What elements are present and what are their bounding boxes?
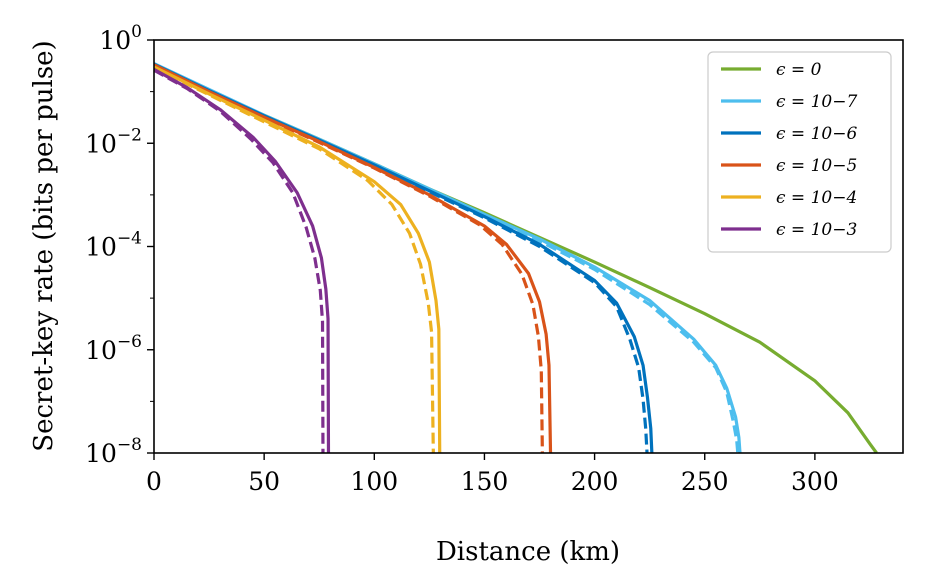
legend-label-eps-1e-7: ϵ = 10−7: [776, 92, 857, 112]
series-eps-1e-6-dashed-line: [154, 63, 649, 453]
series-eps-1e-5-solid-line: [154, 63, 553, 453]
y-axis-label: Secret-key rate (bits per pulse): [29, 40, 59, 451]
series-eps-1e-3-solid-line: [154, 67, 331, 453]
legend-label-eps-1e-5: ϵ = 10−5: [776, 156, 857, 176]
y-tick-label: 100: [99, 22, 142, 55]
legend-label-eps-1e-6: ϵ = 10−6: [776, 124, 857, 144]
y-tick-exponent: −6: [117, 332, 142, 352]
x-tick-label: 50: [248, 467, 280, 496]
y-tick-label: 10−6: [85, 332, 142, 365]
y-tick-base: 10: [85, 439, 117, 468]
series-eps-1e-7-dashed-line: [154, 62, 740, 453]
x-tick-label: 150: [461, 467, 509, 496]
y-tick-base: 10: [85, 233, 117, 262]
legend-label-eps-1e-3: ϵ = 10−3: [776, 220, 857, 240]
y-tick-exponent: −4: [117, 229, 142, 249]
x-tick-label: 0: [146, 467, 162, 496]
y-tick-exponent: −2: [117, 125, 142, 145]
legend: ϵ = 0 ϵ = 10−7 ϵ = 10−6 ϵ = 10−5 ϵ = 10−4 ϵ =…: [707, 51, 892, 253]
x-tick-label: 200: [571, 467, 619, 496]
series-eps-1e-7-solid-line: [154, 62, 742, 453]
y-tick-base: 10: [85, 336, 117, 365]
series-eps-1e-4-solid-line: [154, 65, 442, 453]
y-tick-label: 10−4: [85, 229, 142, 262]
y-tick-base: 10: [85, 129, 117, 158]
y-tick-label: 10−8: [85, 435, 142, 468]
y-tick-label: 10−2: [85, 125, 142, 158]
x-axis-label: Distance (km): [436, 537, 620, 567]
x-tick-label: 100: [350, 467, 398, 496]
x-tick-label: 300: [791, 467, 839, 496]
series-eps-1e-5-dashed-line: [154, 64, 544, 453]
y-tick-exponent: −8: [117, 435, 142, 455]
y-tick-base: 10: [99, 26, 131, 55]
series-eps-1e-3-dashed-line: [154, 68, 325, 453]
y-tick-exponent: 0: [131, 22, 142, 42]
series-eps-1e-4-dashed-line: [154, 66, 435, 453]
legend-label-eps-0: ϵ = 0: [776, 60, 822, 80]
x-tick-label: 250: [681, 467, 729, 496]
legend-label-eps-1e-4: ϵ = 10−4: [776, 188, 857, 208]
